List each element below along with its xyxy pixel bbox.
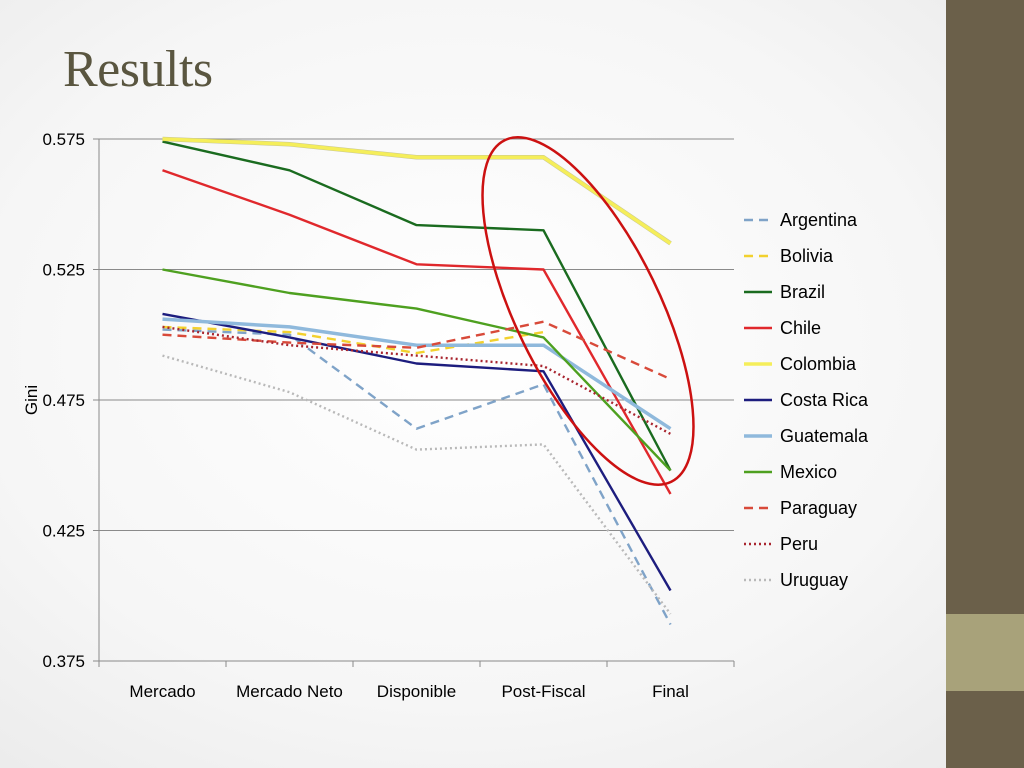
series-uruguay-line	[162, 354, 672, 615]
series-bolivia-line	[162, 325, 544, 355]
highlight-annotation	[481, 136, 695, 486]
x-tick-label-post-fiscal: Post-Fiscal	[501, 682, 585, 701]
slide-title: Results	[63, 41, 213, 98]
y-tick-label: 0.425	[42, 522, 85, 541]
axes	[93, 138, 735, 667]
series-lines	[162, 136, 672, 626]
legend-label-costa-rica: Costa Rica	[780, 390, 869, 410]
legend: Argentina Bolivia Brazil Chile Colombia Costa…	[744, 210, 869, 590]
grid-lines	[99, 138, 734, 531]
legend-label-chile: Chile	[780, 318, 821, 338]
series-argentina-line	[162, 328, 672, 626]
legend-label-colombia: Colombia	[780, 354, 857, 374]
series-chile-line	[162, 169, 672, 495]
series-colombia-line	[162, 137, 672, 245]
x-tick-labels: Mercado Mercado Neto Disponible Post-Fiscal…	[129, 682, 689, 701]
legend-label-paraguay: Paraguay	[780, 498, 857, 518]
highlight-ellipse	[481, 136, 695, 486]
x-tick-label-final: Final	[652, 682, 689, 701]
legend-label-argentina: Argentina	[780, 210, 858, 230]
series-costa-rica-line	[162, 312, 672, 592]
series-mexico-line	[162, 268, 672, 472]
y-tick-label: 0.525	[42, 261, 85, 280]
y-tick-label: 0.575	[42, 130, 85, 149]
series-brazil-line	[162, 140, 672, 472]
legend-label-brazil: Brazil	[780, 282, 825, 302]
series-peru-line	[162, 325, 672, 435]
y-tick-label: 0.475	[42, 391, 85, 410]
y-axis-title: Gini	[22, 385, 41, 415]
legend-label-bolivia: Bolivia	[780, 246, 834, 266]
y-tick-labels: 0.575 0.525 0.475 0.425 0.375	[42, 130, 85, 671]
legend-label-mexico: Mexico	[780, 462, 837, 482]
x-tick-label-mercado-neto: Mercado Neto	[236, 682, 343, 701]
x-tick-label-mercado: Mercado	[129, 682, 195, 701]
legend-label-peru: Peru	[780, 534, 818, 554]
x-tick-label-disponible: Disponible	[377, 682, 456, 701]
series-guatemala-line	[162, 317, 672, 431]
y-tick-label: 0.375	[42, 652, 85, 671]
legend-label-uruguay: Uruguay	[780, 570, 848, 590]
sidebar-accent-block	[946, 614, 1024, 691]
legend-label-guatemala: Guatemala	[780, 426, 869, 446]
